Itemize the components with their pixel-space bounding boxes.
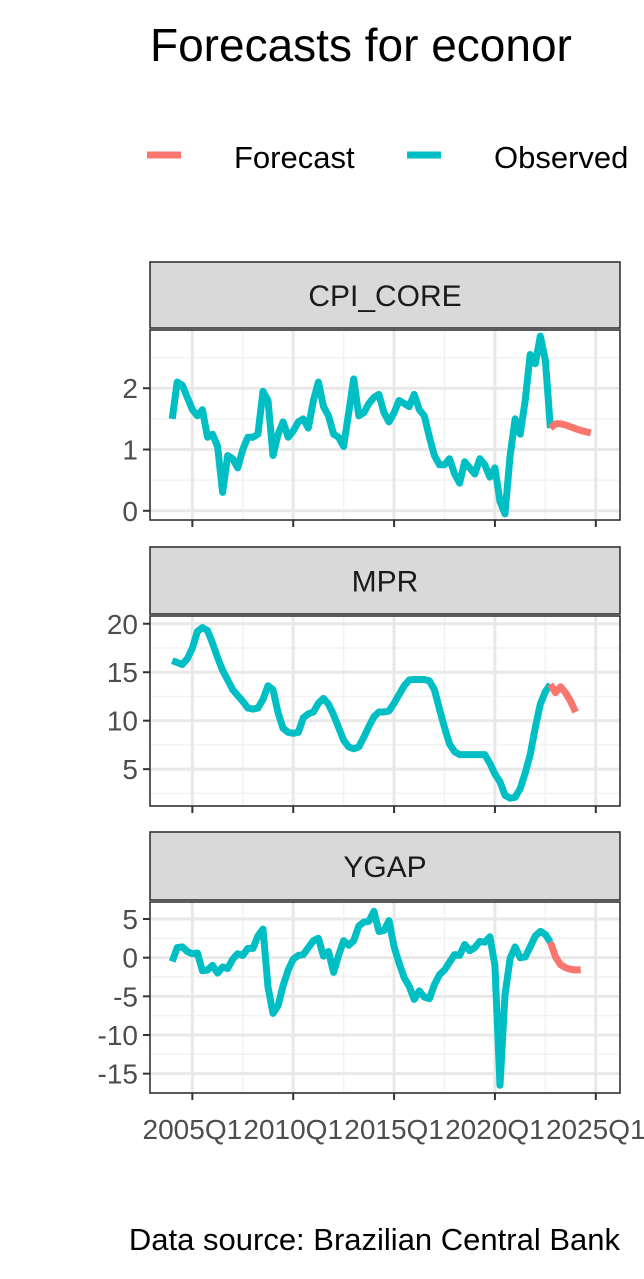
panel-border-cpi-core	[149, 329, 621, 521]
facet-strip-mpr	[149, 546, 621, 615]
legend-swatch-forecast	[147, 151, 181, 159]
y-tick-label: 10	[107, 706, 138, 737]
facet-strip-cpi-core	[149, 261, 621, 329]
y-tick-label: -5	[113, 981, 138, 1012]
y-tick-label: 1	[122, 435, 138, 466]
y-tick-label: 15	[107, 657, 138, 688]
panel-border-mpr	[149, 615, 621, 807]
x-tick-label: 2005Q1	[143, 1114, 243, 1145]
series-line-forecast-cpi-core	[548, 420, 592, 437]
series-line-observed-mpr	[170, 624, 554, 802]
chart-title: Forecasts for econor	[150, 19, 572, 71]
y-tick-label: 20	[107, 609, 138, 640]
facet-label-mpr: MPR	[352, 566, 419, 599]
series-line-forecast-ygap	[547, 941, 581, 974]
x-tick-label: 2015Q1	[344, 1114, 444, 1145]
x-tick-label: 2010Q1	[243, 1114, 343, 1145]
legend-label-observed: Observed	[494, 140, 629, 175]
series-line-forecast-mpr	[547, 682, 579, 714]
y-tick-label: 0	[122, 496, 138, 527]
x-tick-label: 2020Q1	[445, 1114, 545, 1145]
y-tick-label: -10	[98, 1020, 138, 1051]
y-tick-label: 0	[122, 943, 138, 974]
facet-label-cpi-core: CPI_CORE	[308, 280, 461, 313]
chart-caption: Data source: Brazilian Central Bank	[128, 1222, 620, 1257]
y-tick-label: -15	[98, 1059, 138, 1090]
legend-swatch-observed	[407, 151, 441, 159]
panel-border-ygap	[149, 901, 621, 1094]
facet-label-ygap: YGAP	[343, 851, 426, 884]
x-tick-label: 2025Q1	[546, 1114, 644, 1145]
y-tick-label: 2	[122, 373, 138, 404]
legend-label-forecast: Forecast	[234, 140, 355, 175]
series-line-observed-cpi-core	[168, 332, 554, 518]
series-line-observed-ygap	[168, 907, 554, 1089]
y-tick-label: 5	[122, 904, 138, 935]
facet-strip-ygap	[149, 831, 621, 901]
y-tick-label: 5	[122, 754, 138, 785]
